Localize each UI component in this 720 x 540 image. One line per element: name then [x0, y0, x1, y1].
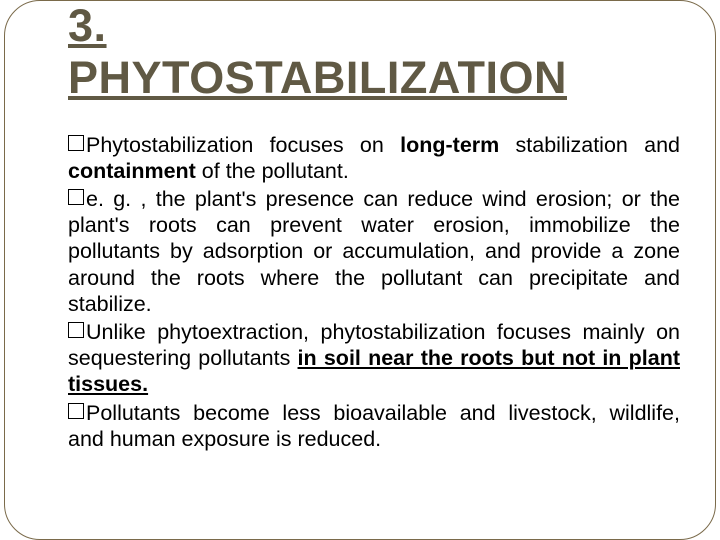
title-number: 3. [68, 0, 680, 52]
bullet-item: Unlike phytoextraction, phytostabilizati… [68, 319, 680, 398]
bullet-item: Pollutants become less bioavailable and … [68, 400, 680, 452]
text-run: containment [68, 159, 196, 183]
square-bullet-icon [68, 135, 84, 151]
bullet-list: Phytostabilization focuses on long-term … [68, 132, 680, 453]
text-run: stabilization and [499, 133, 680, 157]
square-bullet-icon [68, 322, 84, 338]
text-run: Phytostabilization focuses on [86, 133, 400, 157]
slide-content: 3. PHYTOSTABILIZATION Phytostabilization… [0, 0, 720, 452]
text-run: of the pollutant. [196, 159, 349, 183]
bullet-item: Phytostabilization focuses on long-term … [68, 132, 680, 184]
text-run: Pollutants become less bioavailable and … [68, 401, 680, 451]
text-run: e. g. , the plant's presence can reduce … [68, 187, 680, 316]
square-bullet-icon [68, 189, 84, 205]
slide-title: 3. PHYTOSTABILIZATION [68, 0, 680, 104]
title-text: PHYTOSTABILIZATION [68, 52, 567, 103]
text-run: long-term [400, 133, 499, 157]
square-bullet-icon [68, 403, 84, 419]
bullet-item: e. g. , the plant's presence can reduce … [68, 186, 680, 317]
